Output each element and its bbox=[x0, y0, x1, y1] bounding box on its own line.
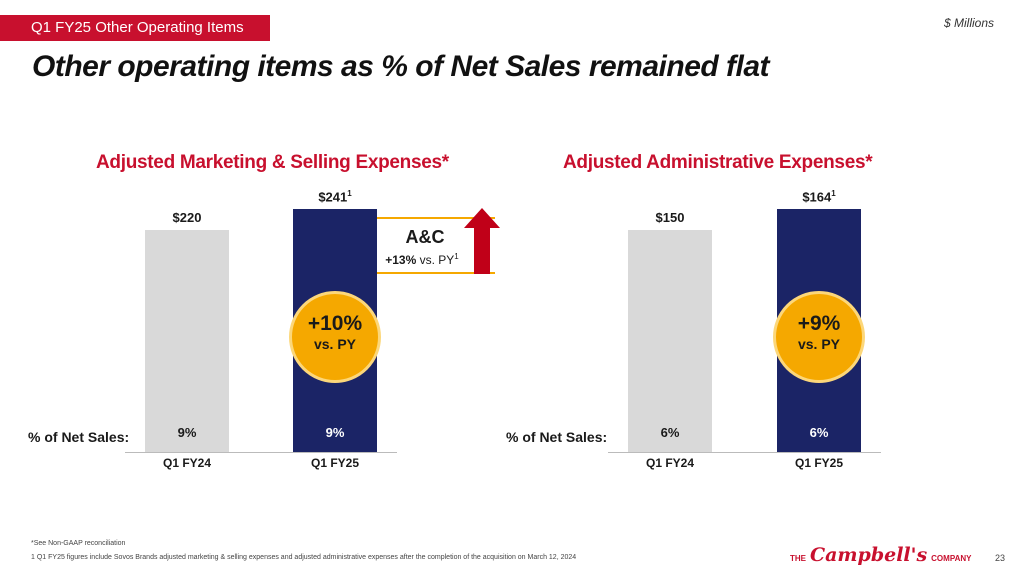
chart-title-admin: Adjusted Administrative Expenses* bbox=[563, 152, 873, 173]
value-text: $164 bbox=[802, 189, 832, 205]
callout-text: +13% vs. PY1 bbox=[382, 252, 462, 267]
growth-main: +10% bbox=[307, 312, 363, 335]
growth-sub: vs. PY bbox=[313, 336, 357, 352]
growth-badge: +10% vs. PY bbox=[289, 291, 381, 383]
category-label: Q1 FY24 bbox=[162, 456, 212, 470]
logo-brand: Campbell's bbox=[810, 544, 928, 566]
pct-net-sales-label: % of Net Sales: bbox=[28, 429, 130, 445]
pct-value: 6% bbox=[809, 425, 829, 440]
callout-title: A&C bbox=[405, 227, 445, 247]
logo-the: THE bbox=[790, 554, 806, 563]
footnote-mark: 1 bbox=[347, 189, 352, 198]
value-text: $220 bbox=[172, 210, 202, 226]
units-label: $ Millions bbox=[943, 16, 994, 30]
pct-value: 9% bbox=[325, 425, 345, 440]
up-arrow-icon bbox=[464, 208, 500, 274]
bar-value-label: $1641 bbox=[777, 189, 861, 204]
category-label: Q1 FY24 bbox=[645, 456, 695, 470]
axis-line bbox=[125, 452, 397, 453]
campbells-logo: THE Campbell's COMPANY bbox=[790, 546, 971, 565]
callout-line-top bbox=[377, 217, 495, 219]
pct-net-sales-label: % of Net Sales: bbox=[506, 429, 608, 445]
callout-line-bottom bbox=[377, 272, 495, 274]
bar-value-label: $220 bbox=[145, 210, 229, 225]
category-label: Q1 FY25 bbox=[310, 456, 360, 470]
callout-mark: 1 bbox=[454, 252, 459, 261]
growth-main: +9% bbox=[797, 312, 841, 335]
bar-value-label: $2411 bbox=[293, 189, 377, 204]
page-number: 23 bbox=[995, 553, 1006, 563]
callout-main: +13% bbox=[385, 253, 417, 267]
footnote-mark: 1 bbox=[831, 189, 836, 198]
logo-company: COMPANY bbox=[931, 554, 972, 563]
pct-value: 9% bbox=[177, 425, 197, 440]
axis-line bbox=[608, 452, 881, 453]
bar-value-label: $150 bbox=[628, 210, 712, 225]
section-tag: Q1 FY25 Other Operating Items bbox=[0, 15, 270, 41]
bar bbox=[145, 230, 229, 452]
growth-badge: +9% vs. PY bbox=[773, 291, 865, 383]
pct-value: 6% bbox=[660, 425, 680, 440]
footnote-1: 1 Q1 FY25 figures include Sovos Brands a… bbox=[31, 554, 577, 561]
chart-title-marketing: Adjusted Marketing & Selling Expenses* bbox=[96, 152, 449, 173]
value-text: $150 bbox=[655, 209, 685, 225]
growth-sub: vs. PY bbox=[797, 336, 841, 352]
bar bbox=[628, 229, 712, 452]
value-text: $241 bbox=[318, 189, 348, 205]
footnote-nongaap: *See Non-GAAP reconciliation bbox=[31, 540, 126, 547]
slide-title: Other operating items as % of Net Sales … bbox=[32, 50, 770, 83]
callout-sub: vs. PY bbox=[419, 253, 455, 267]
category-label: Q1 FY25 bbox=[794, 456, 844, 470]
